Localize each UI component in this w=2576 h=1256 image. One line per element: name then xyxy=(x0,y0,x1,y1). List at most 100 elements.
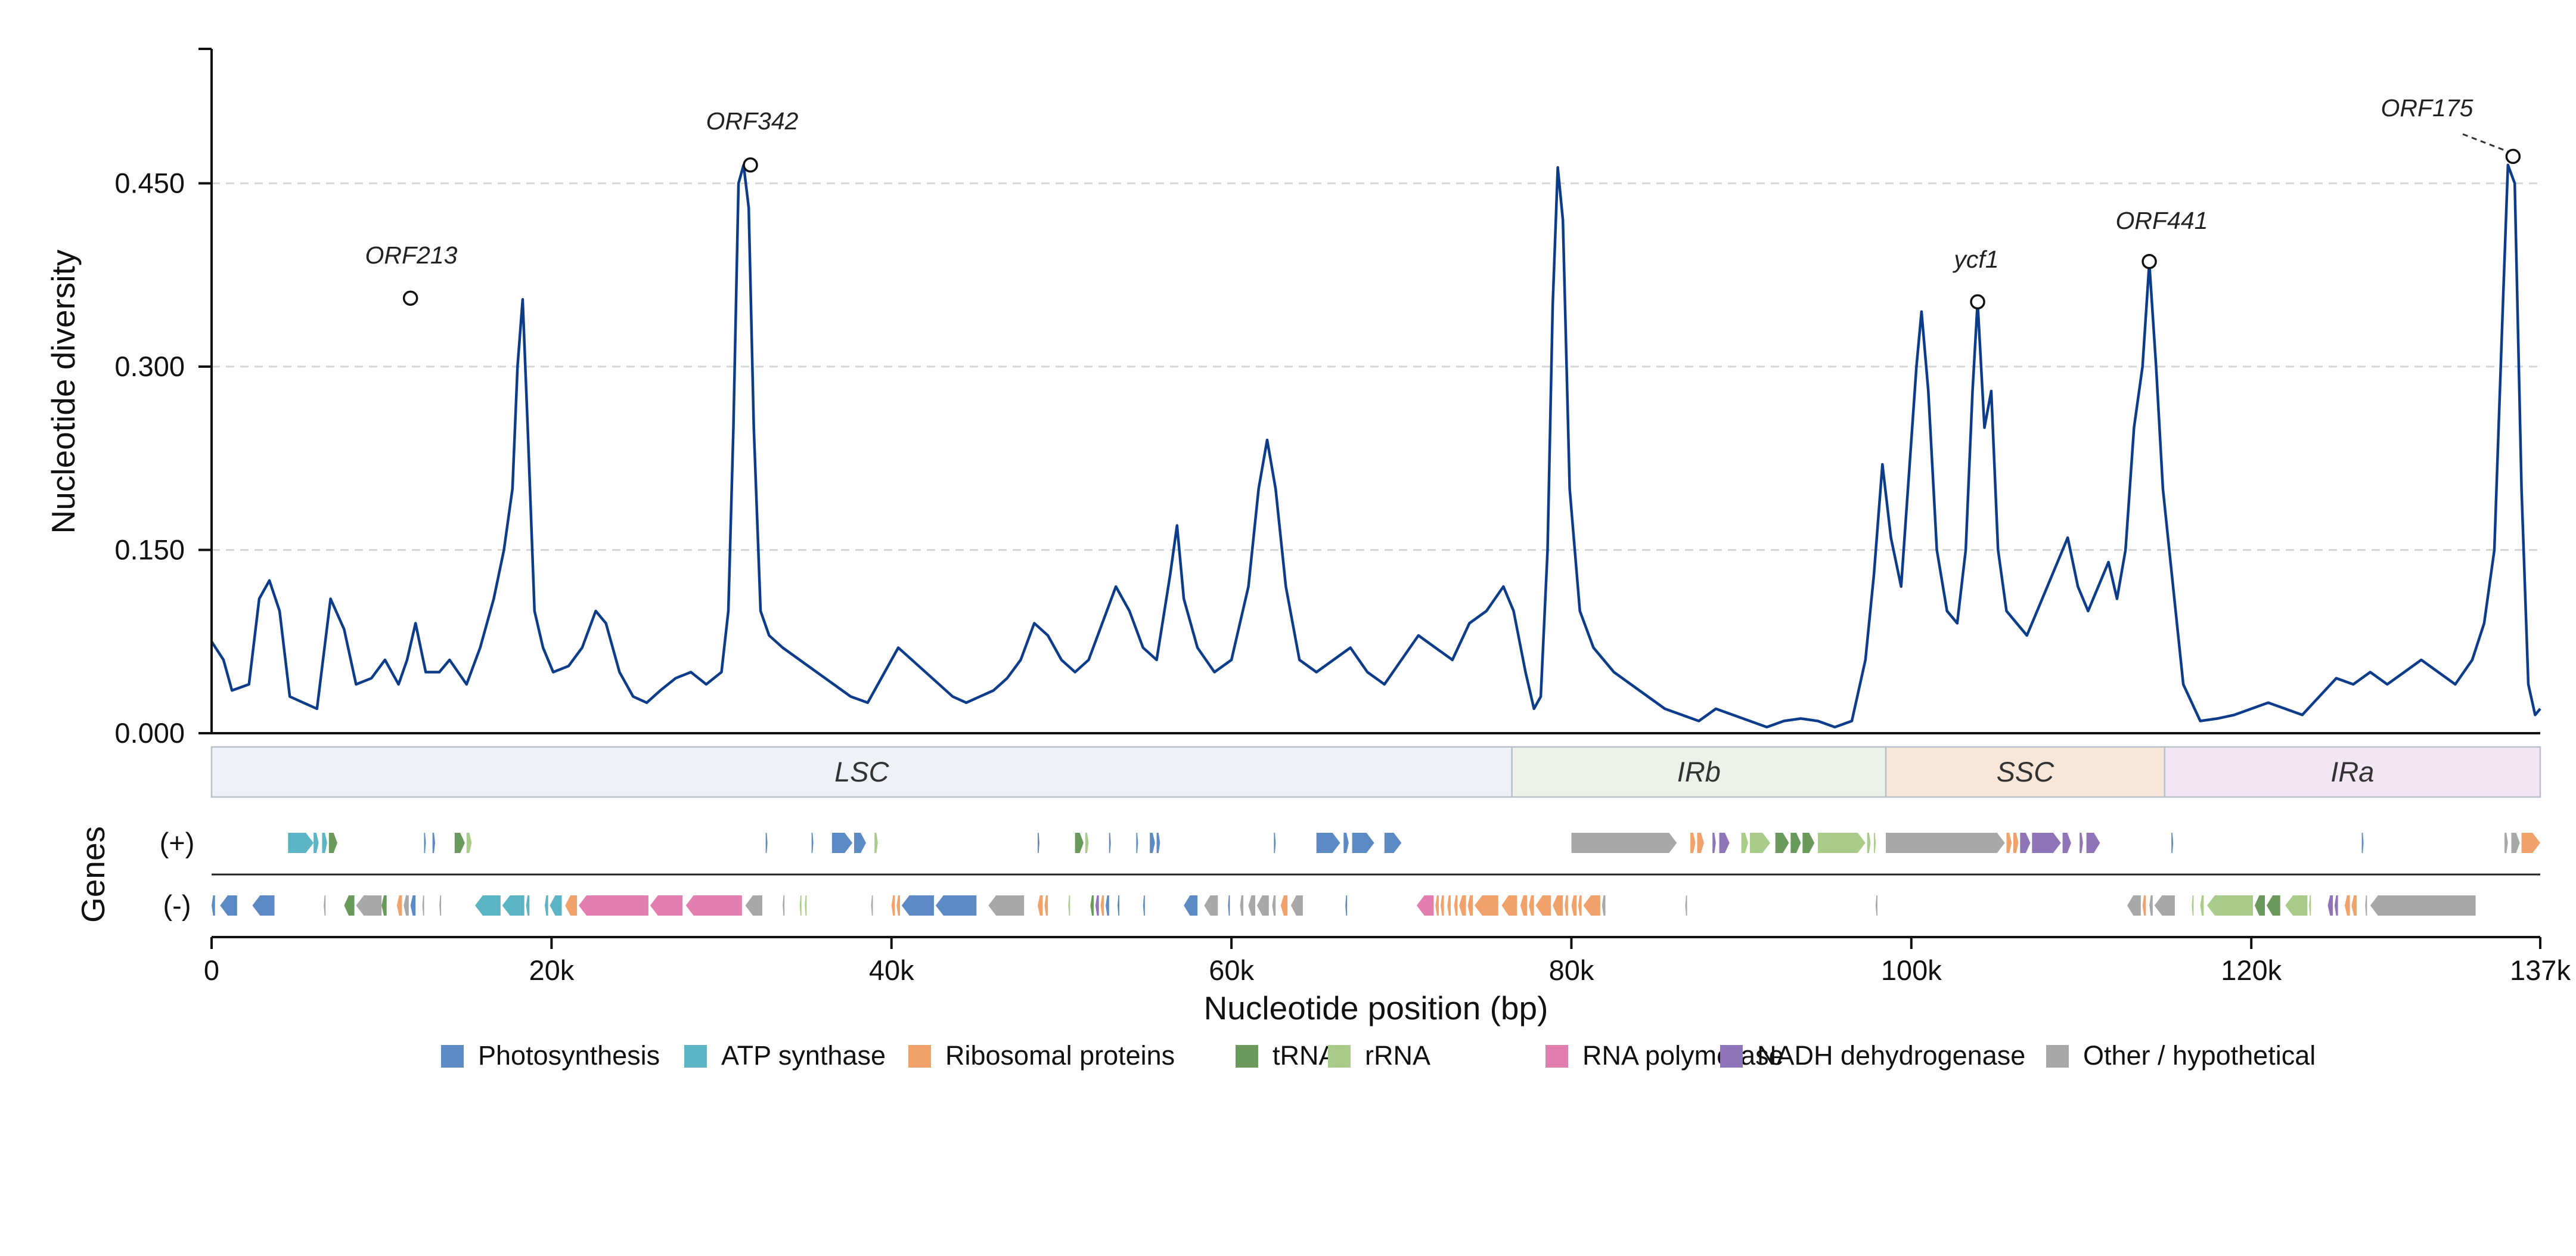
gene-minus xyxy=(1565,895,1568,916)
diversity-series-line xyxy=(210,163,2541,729)
gene-minus xyxy=(2309,895,2311,916)
legend-label: tRNA xyxy=(1273,1040,1337,1071)
x-axis-label: Nucleotide position (bp) xyxy=(1204,990,1548,1026)
gene-track: Genes (+) (-) xyxy=(75,826,2540,923)
y-tick-label: 0.000 xyxy=(114,717,185,749)
gene-minus xyxy=(1044,895,1048,916)
legend: Photosynthesis ATP synthase Ribosomal prot… xyxy=(441,1040,2316,1071)
x-tick-label: 80k xyxy=(1549,954,1594,986)
plus-strand-label: (+) xyxy=(160,827,195,858)
gene-minus xyxy=(1272,895,1276,916)
gene-minus xyxy=(439,895,442,916)
gene-minus xyxy=(1184,895,1198,916)
legend-label: NADH dehydrogenase xyxy=(1757,1040,2025,1071)
gene-minus xyxy=(1685,895,1687,916)
gene-minus xyxy=(1240,895,1244,916)
gene-plus xyxy=(1038,833,1039,853)
gene-minus xyxy=(2142,895,2146,916)
legend-swatch xyxy=(908,1045,931,1068)
gene-plus xyxy=(314,833,319,853)
gene-minus xyxy=(220,895,237,916)
peak-annotations: ORF213 ORF342 ycf1 ORF441 ORF175 xyxy=(365,94,2521,310)
peak-label: ORF441 xyxy=(2116,207,2208,234)
region-band xyxy=(2164,746,2541,798)
minus-strand-label: (-) xyxy=(163,889,191,921)
gene-minus xyxy=(1467,895,1473,916)
x-tick-label: 60k xyxy=(1209,954,1254,986)
region-label: IRa xyxy=(2330,756,2374,787)
gene-minus xyxy=(1459,895,1466,916)
peak-label: ORF175 xyxy=(2381,94,2473,122)
gene-minus xyxy=(1529,895,1534,916)
gene-plus xyxy=(1343,833,1349,853)
region-label: SSC xyxy=(1997,756,2055,787)
grid-lines xyxy=(212,182,2540,551)
gene-plus xyxy=(874,833,878,853)
gene-plus xyxy=(2521,833,2540,853)
peak-marker xyxy=(2142,253,2157,269)
gene-minus xyxy=(2370,895,2476,916)
peak-marker xyxy=(402,290,418,306)
gene-plus xyxy=(466,833,472,853)
peak-label: ORF213 xyxy=(365,241,458,269)
gene-plus xyxy=(1075,833,1084,853)
gene-minus xyxy=(252,895,275,916)
gene-plus xyxy=(1274,833,1276,853)
gene-minus xyxy=(1228,895,1230,916)
gene-plus xyxy=(1136,833,1138,853)
y-axis-label: Nucleotide diversity xyxy=(45,249,82,534)
gene-plus xyxy=(1571,833,1677,853)
gene-minus xyxy=(1454,895,1458,916)
region-label: IRb xyxy=(1677,756,1721,787)
gene-plus xyxy=(1109,833,1111,853)
gene-minus xyxy=(1416,895,1434,916)
gene-plus xyxy=(1697,833,1704,853)
gene-plus xyxy=(1818,833,1866,853)
x-tick-label: 120k xyxy=(2221,954,2282,986)
gene-plus xyxy=(2013,833,2019,853)
gene-minus xyxy=(1248,895,1255,916)
gene-minus xyxy=(1440,895,1444,916)
gene-minus xyxy=(2127,895,2141,916)
peak-marker xyxy=(743,157,758,173)
gene-minus xyxy=(1106,895,1109,916)
gene-minus xyxy=(1290,895,1303,916)
gene-plus xyxy=(328,833,337,853)
gene-plus xyxy=(1867,833,1871,853)
gene-minus xyxy=(550,895,562,916)
gene-plus xyxy=(288,833,314,853)
gene-minus xyxy=(1345,895,1348,916)
gene-plus xyxy=(1316,833,1340,853)
gene-minus xyxy=(2327,895,2333,916)
peak-label: ycf1 xyxy=(1952,246,1998,273)
gene-plus xyxy=(1874,833,1876,853)
legend-swatch xyxy=(1720,1045,1743,1068)
gene-plus xyxy=(1741,833,1748,853)
gene-plus xyxy=(1352,833,1374,853)
gene-minus xyxy=(1435,895,1439,916)
gene-minus xyxy=(2365,895,2367,916)
gene-plus xyxy=(831,833,853,853)
gene-minus xyxy=(1068,895,1070,916)
peak-leader-line xyxy=(2462,133,2509,153)
diversity-line-layer xyxy=(210,163,2541,729)
gene-minus xyxy=(2192,895,2194,916)
gene-plus xyxy=(1790,833,1801,853)
legend-swatch xyxy=(1328,1045,1351,1068)
gene-plus xyxy=(1690,833,1696,853)
gene-minus xyxy=(1256,895,1269,916)
gene-minus xyxy=(2149,895,2153,916)
peak-marker xyxy=(1970,294,1985,310)
gene-plus xyxy=(1150,833,1155,853)
gene-plus xyxy=(854,833,866,853)
region-label: LSC xyxy=(834,756,889,787)
gene-minus xyxy=(1447,895,1451,916)
gene-minus xyxy=(404,895,409,916)
gene-track-label: Genes xyxy=(75,826,111,923)
gene-minus xyxy=(410,895,416,916)
gene-plus xyxy=(765,833,768,853)
gene-plus xyxy=(424,833,426,853)
y-tick-label: 0.450 xyxy=(114,168,185,199)
gene-plus xyxy=(1719,833,1730,853)
gene-plus xyxy=(2086,833,2100,853)
